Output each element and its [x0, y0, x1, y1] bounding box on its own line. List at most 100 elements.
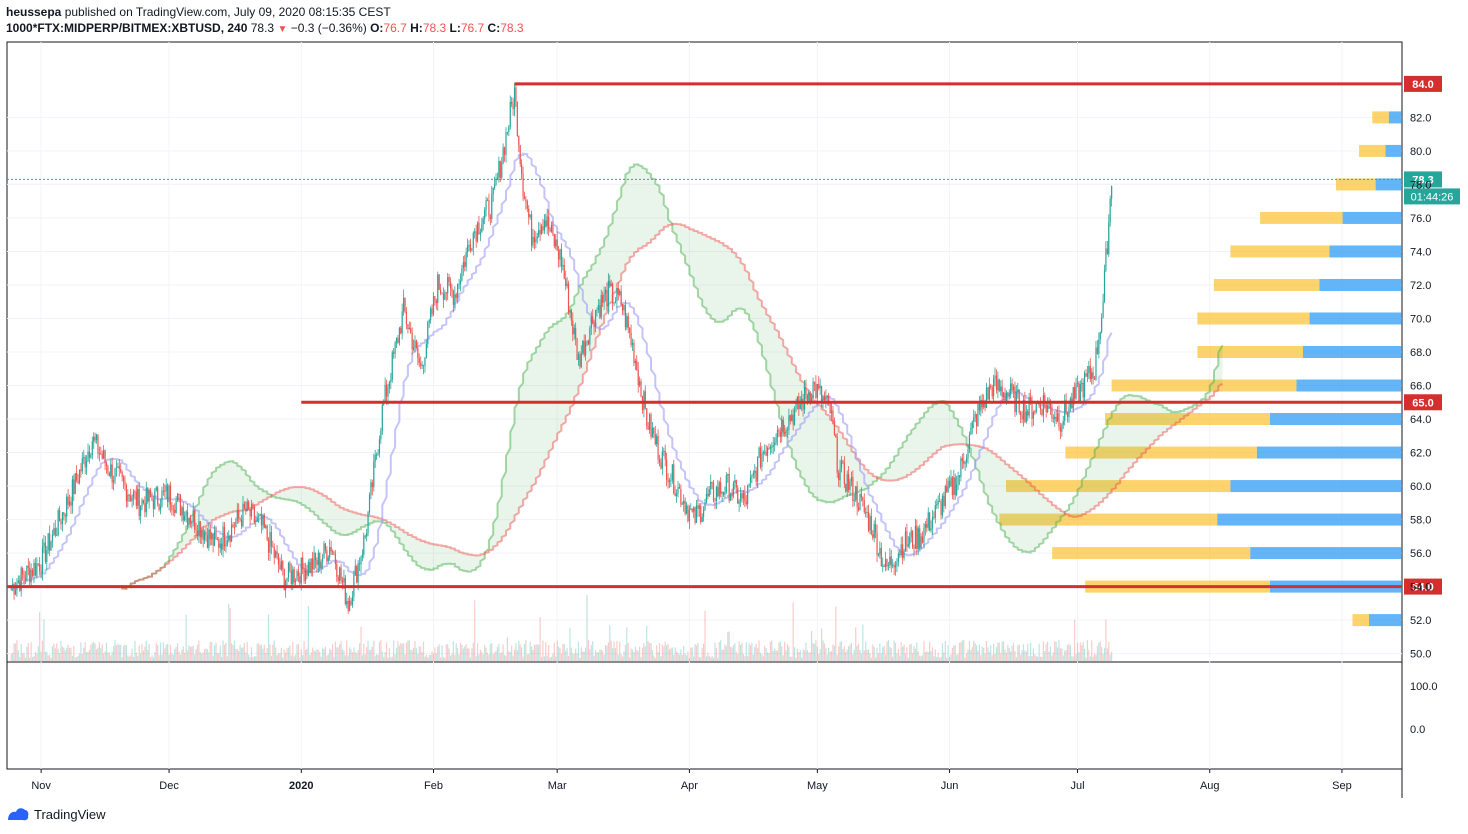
candle-body — [475, 231, 477, 242]
volume-bar — [492, 654, 494, 662]
volume-bar — [165, 644, 167, 662]
candle-body — [523, 196, 526, 200]
volume-bar — [593, 655, 595, 662]
current-price-label: 78.3 — [1412, 174, 1433, 186]
candle-body — [674, 493, 676, 497]
candle-body — [876, 532, 878, 556]
volume-bar — [297, 643, 300, 662]
volume-bar — [923, 640, 925, 662]
candle-body — [414, 340, 416, 348]
volume-bar — [454, 654, 456, 662]
candle-body — [455, 294, 457, 298]
volume-bar — [560, 653, 563, 662]
price-axis[interactable]: 50.052.054.056.058.060.062.064.066.068.0… — [1410, 112, 1438, 736]
candle-body — [307, 562, 309, 576]
candle-body — [110, 464, 112, 477]
volume-bar — [1018, 644, 1020, 662]
volume-bar — [555, 656, 557, 662]
volume-bar — [83, 647, 85, 662]
volume-bar — [320, 656, 322, 662]
candle-body — [944, 486, 946, 507]
oscillator-tick-label: 100.0 — [1410, 681, 1438, 693]
volume-bar — [701, 647, 703, 662]
symbol-label[interactable]: 1000*FTX:MIDPERP/BITMEX:XBTUSD, 240 — [6, 21, 248, 35]
candle-body — [729, 493, 732, 501]
candle-body — [826, 395, 828, 398]
down-arrow-icon: ▼ — [277, 24, 288, 35]
volume-bar — [464, 646, 466, 662]
volume-bar — [246, 642, 248, 662]
candle-body — [650, 414, 652, 438]
author-name[interactable]: heussepa — [6, 5, 62, 19]
volume-bar — [499, 653, 501, 662]
candle-body — [609, 280, 611, 287]
candle-body — [431, 308, 433, 315]
volume-bar — [809, 651, 811, 662]
volume-bar — [737, 654, 739, 662]
candle-body — [461, 268, 463, 281]
candle-body — [778, 429, 780, 432]
volume-bar — [484, 644, 486, 662]
volume-bar — [147, 649, 149, 662]
volume-bar — [100, 648, 102, 662]
volume-bar — [882, 647, 884, 662]
candle-body — [593, 323, 595, 327]
volume-bar — [159, 642, 162, 662]
candle-body — [343, 577, 345, 583]
vp-down-bar — [1260, 211, 1343, 224]
candle-body — [781, 419, 783, 437]
candle-body — [1022, 400, 1025, 420]
price-tick-label: 70.0 — [1410, 313, 1431, 325]
candle-body — [265, 525, 267, 528]
candle-body — [903, 551, 905, 559]
volume-bar — [536, 644, 538, 662]
volume-bar — [346, 640, 348, 662]
candle-body — [553, 234, 555, 247]
candle-body — [1089, 365, 1091, 380]
candle-body — [559, 248, 561, 260]
volume-bar — [303, 641, 305, 662]
candle-body — [442, 293, 445, 300]
volume-bar — [373, 640, 375, 662]
candle-body — [213, 531, 216, 546]
volume-bar — [691, 647, 693, 662]
candle-body — [715, 486, 717, 502]
volume-bar — [938, 657, 941, 662]
volume-bar — [671, 647, 673, 662]
candle-body — [412, 347, 415, 350]
candle-body — [393, 352, 395, 354]
volume-bar — [206, 649, 209, 662]
volume-bar — [19, 657, 21, 662]
volume-bar — [502, 644, 504, 662]
volume-bar — [478, 654, 480, 662]
candle-body — [309, 562, 311, 573]
candle-body — [457, 284, 459, 298]
candle-body — [816, 384, 818, 398]
time-axis[interactable]: Nov Dec 2020 Feb Mar Apr May Jun Jul Aug Sep — [31, 769, 1352, 792]
volume-bar — [715, 648, 717, 662]
candle-body — [916, 525, 918, 549]
candle-body — [142, 499, 145, 504]
tradingview-brand[interactable]: TradingView — [6, 806, 106, 822]
volume-bar — [911, 653, 914, 662]
candle-body — [896, 561, 898, 566]
horizontal-levels[interactable]: 84.065.054.078.301:44:26 — [7, 75, 1460, 595]
time-tick-label: Nov — [31, 780, 51, 792]
volume-bar — [781, 646, 783, 662]
volume-bar — [13, 643, 15, 662]
candle-body — [501, 162, 503, 178]
candle-body — [323, 543, 325, 559]
candle-body — [718, 482, 720, 497]
volume-bar — [91, 642, 93, 662]
volume-bar — [353, 647, 355, 662]
volume-bar — [508, 650, 510, 662]
candle-body — [813, 381, 816, 384]
candle-body — [867, 512, 870, 531]
candle-body — [452, 290, 454, 305]
volume-bar — [860, 653, 862, 662]
candle-body — [68, 501, 71, 505]
volume-bar — [587, 640, 590, 662]
candle-body — [1027, 411, 1029, 416]
low-value: 76.7 — [460, 21, 485, 35]
